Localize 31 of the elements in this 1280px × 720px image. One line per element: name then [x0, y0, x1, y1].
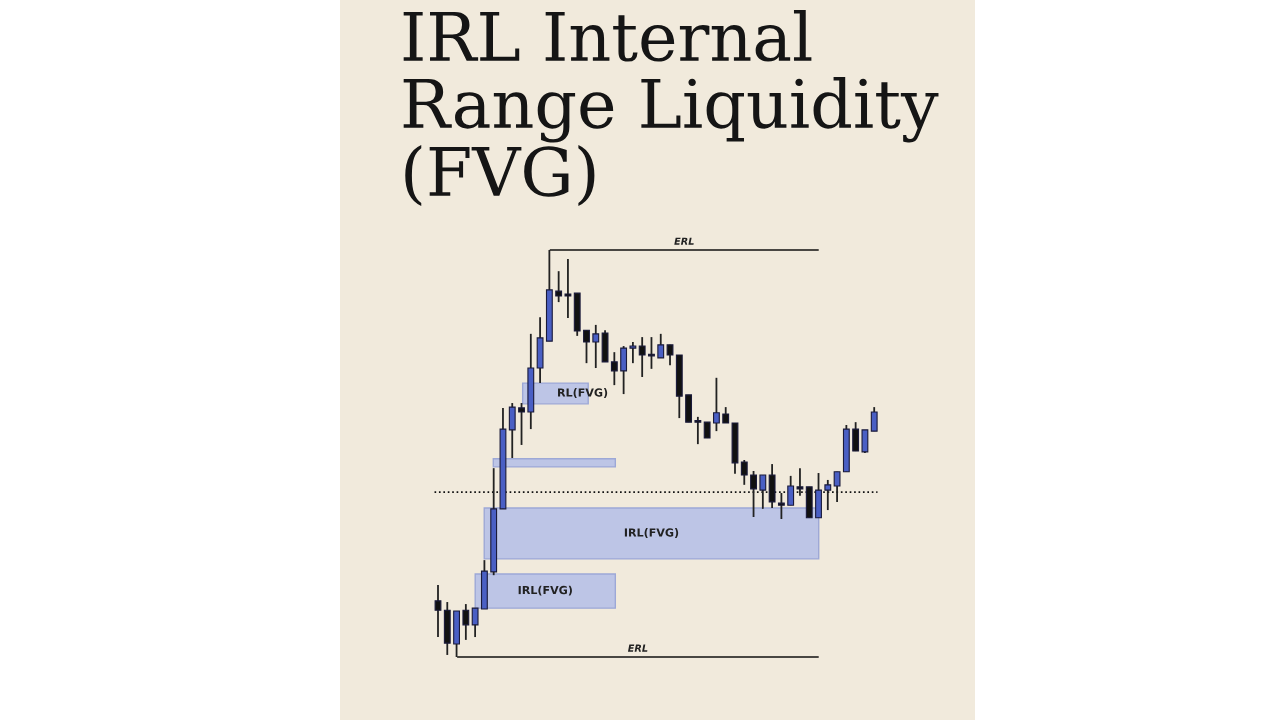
candlestick: [629, 341, 637, 365]
candlestick: [787, 474, 795, 507]
band-label: RL(FVG): [558, 388, 608, 398]
candlestick: [518, 402, 525, 446]
candlestick: [583, 329, 590, 365]
candlestick: [759, 474, 767, 510]
candlestick: [657, 332, 665, 359]
candlestick: [564, 258, 572, 319]
candlestick: [434, 584, 442, 638]
chart-title: IRL Internal Range Liquidity (FVG): [403, 10, 939, 207]
ref-line-label: ERL: [674, 237, 694, 245]
band-label: IRL(FVG): [624, 528, 679, 538]
candlestick: [740, 459, 748, 486]
candlestick: [462, 603, 470, 641]
candlestick: [471, 607, 479, 638]
ref-line-label: ERL: [627, 644, 648, 652]
candlestick: [592, 323, 600, 369]
candlestick: [870, 406, 878, 433]
candlestick: [620, 345, 628, 395]
candlestick: [666, 343, 674, 367]
candlestick: [750, 470, 757, 518]
candlestick: [555, 270, 563, 304]
candlestick: [694, 415, 702, 446]
candlestick: [712, 376, 720, 433]
candlestick: [508, 402, 516, 459]
candlestick: [852, 421, 860, 452]
candlestick: [638, 336, 646, 378]
candlestick: [833, 470, 841, 503]
candlestick: [610, 351, 618, 387]
candlestick: [824, 479, 832, 511]
band-label: IRL(FVG): [518, 585, 572, 596]
